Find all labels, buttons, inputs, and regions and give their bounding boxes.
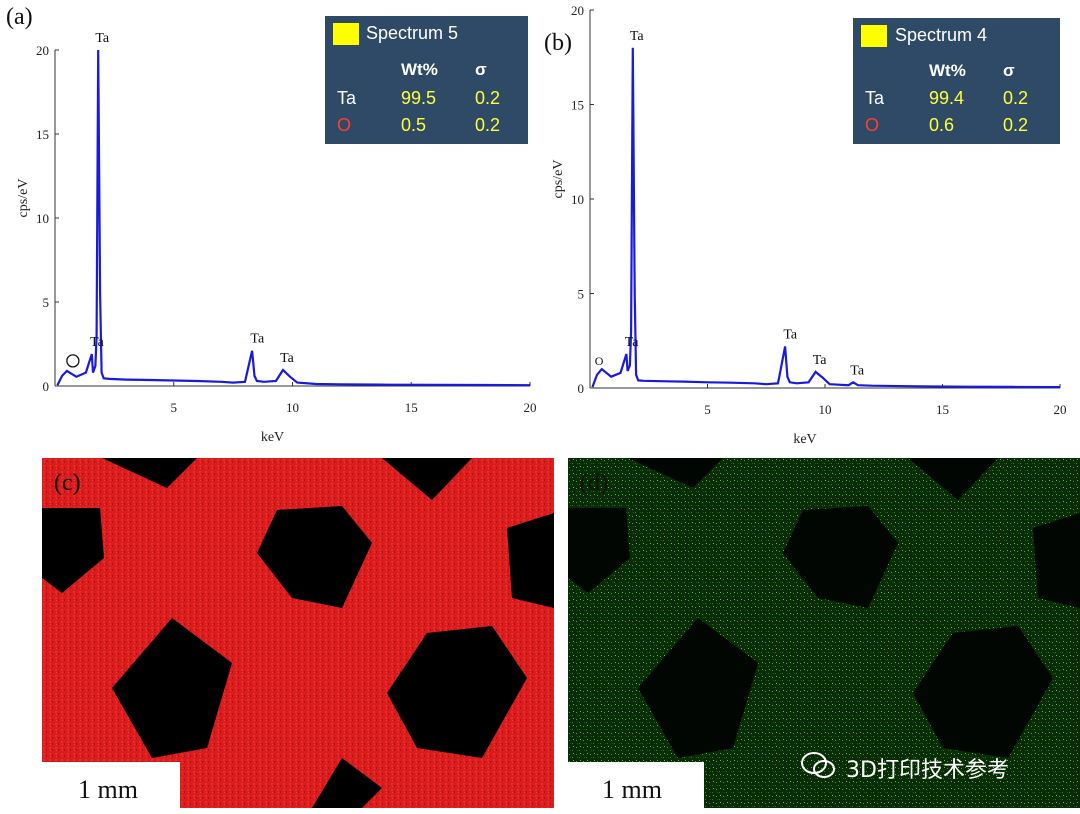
legend-row-sigma: 0.2 (1003, 115, 1029, 135)
legend-row-element: Ta (865, 88, 885, 108)
spectrum-line (591, 47, 1061, 389)
eds-map-d-image (568, 458, 1080, 808)
y-tick-label: 15 (36, 127, 49, 142)
x-axis-label: keV (261, 430, 284, 445)
legend-row-wt: 0.5 (401, 115, 427, 135)
peak-label: Ta (250, 332, 265, 347)
peak-label: Ta (625, 335, 640, 350)
y-tick-label: 20 (36, 43, 49, 58)
x-tick-label: 5 (704, 402, 711, 417)
legend-row-sigma: 0.2 (475, 88, 501, 108)
x-tick-label: 20 (1054, 402, 1067, 417)
peak-label: Ta (630, 29, 645, 44)
y-tick-label: 10 (36, 211, 49, 226)
y-tick-label: 0 (578, 381, 585, 396)
legend-col-wt: Wt% (929, 61, 966, 80)
legend-swatch (333, 23, 359, 45)
peak-label: Ta (280, 351, 295, 366)
y-tick-label: 20 (571, 3, 584, 18)
legend-title: Spectrum 4 (895, 25, 988, 45)
spectrum-chart-b: 0 5 10 15 20 5 10 15 20 keV cps/eV Ta Ta Ta Ta Ta O (551, 3, 1067, 447)
scale-bar-label-c: 1 mm (78, 775, 138, 804)
legend-row-element: O (337, 115, 352, 135)
watermark-text: 3D打印技术参考 (846, 758, 1009, 783)
oxygen-peak-marker (66, 354, 80, 368)
legend-col-sigma: σ (1003, 61, 1015, 80)
x-tick-label: 20 (524, 400, 537, 415)
panel-label-b: (b) (544, 30, 572, 56)
y-tick-label: 15 (571, 98, 584, 113)
x-tick-label: 15 (936, 402, 949, 417)
y-axis-label: cps/eV (551, 160, 566, 199)
legend-row-wt: 0.6 (929, 115, 955, 135)
panel-label-a: (a) (6, 4, 33, 30)
y-axis-label: cps/eV (16, 179, 31, 218)
peak-label: Ta (95, 31, 110, 46)
scale-bar-box-d (568, 762, 704, 814)
scale-bar-box-c (42, 762, 180, 814)
eds-map-c (42, 458, 554, 808)
legend-row-element: O (865, 115, 880, 135)
y-tick-label: 0 (43, 379, 50, 394)
spectrum-line (56, 49, 531, 387)
legend-row-wt: 99.5 (401, 88, 437, 108)
peak-label: Ta (813, 353, 828, 368)
scale-bar-label-d: 1 mm (602, 775, 662, 804)
legend-col-wt: Wt% (401, 60, 438, 79)
eds-map-c-image (42, 458, 554, 808)
spectrum-chart-a: 0 5 10 15 20 5 10 15 20 keV cps/eV Ta Ta Ta Ta (16, 31, 537, 445)
x-tick-label: 10 (286, 400, 299, 415)
y-tick-label: 5 (43, 295, 50, 310)
oxygen-peak-label: O (595, 354, 604, 368)
y-tick-label: 10 (571, 192, 584, 207)
panel-label-c: (c) (54, 470, 81, 496)
panel-label-d: (d) (580, 470, 608, 496)
legend-swatch (861, 25, 887, 47)
legend-col-sigma: σ (475, 60, 487, 79)
peak-label: Ta (783, 327, 798, 342)
peak-label: Ta (90, 335, 105, 350)
legend-row-sigma: 0.2 (1003, 88, 1029, 108)
peak-label: Ta (850, 363, 865, 378)
legend-title: Spectrum 5 (366, 23, 459, 43)
legend-row-element: Ta (337, 88, 357, 108)
legend-box-a: Spectrum 5 Wt% σ Ta 99.5 0.2 O 0.5 0.2 (325, 16, 528, 144)
x-axis-label: keV (793, 432, 816, 447)
x-tick-label: 10 (819, 402, 832, 417)
x-tick-label: 15 (405, 400, 418, 415)
x-tick-label: 5 (171, 400, 178, 415)
eds-map-d (568, 458, 1080, 808)
legend-row-wt: 99.4 (929, 88, 965, 108)
wechat-icon (800, 750, 836, 780)
y-tick-label: 5 (578, 287, 585, 302)
legend-box-b: Spectrum 4 Wt% σ Ta 99.4 0.2 O 0.6 0.2 (853, 18, 1060, 144)
legend-row-sigma: 0.2 (475, 115, 501, 135)
